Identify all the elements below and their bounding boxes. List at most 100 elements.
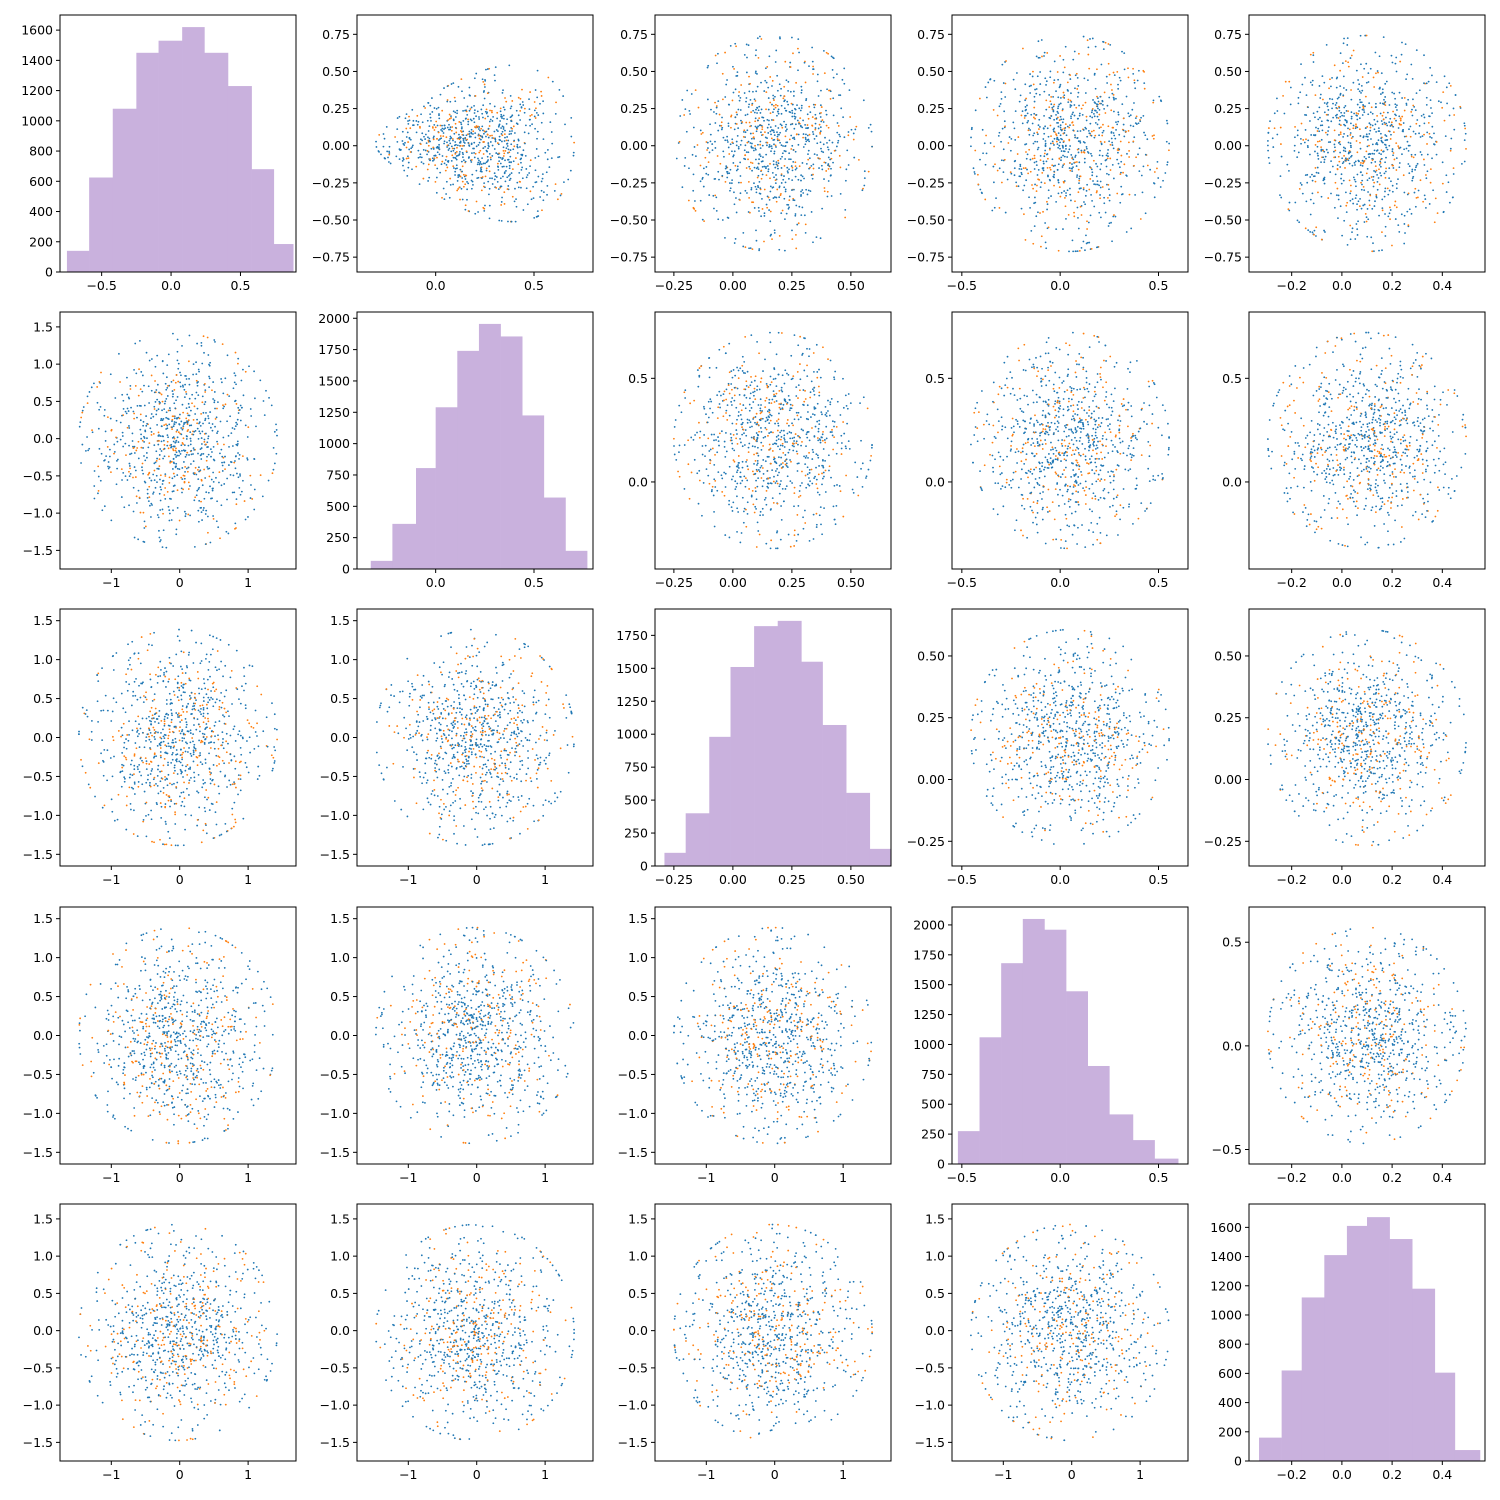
scatter-point	[751, 143, 753, 145]
scatter-point	[1404, 136, 1406, 138]
hist-bar	[544, 498, 566, 569]
scatter-point	[440, 135, 442, 137]
scatter-point	[1395, 57, 1397, 59]
scatter-point	[154, 479, 156, 481]
scatter-point	[684, 444, 686, 446]
scatter-point	[474, 112, 476, 114]
scatter-point	[1053, 106, 1055, 108]
scatter-point	[461, 171, 463, 173]
scatter-point	[1050, 169, 1052, 171]
scatter-point	[452, 82, 454, 84]
x-tick-label: 0.25	[778, 278, 806, 293]
scatter-point	[1327, 130, 1329, 132]
scatter-point	[483, 186, 485, 188]
scatter-point	[1361, 180, 1363, 182]
scatter-point	[179, 381, 181, 383]
scatter-point	[501, 141, 503, 143]
scatter-point	[264, 414, 266, 416]
scatter-point	[491, 177, 493, 179]
scatter-point	[753, 137, 755, 139]
scatter-point	[142, 447, 144, 449]
scatter-point	[1074, 87, 1076, 89]
scatter-point	[504, 109, 506, 111]
scatter-point	[1352, 227, 1354, 229]
scatter-point	[985, 135, 987, 137]
scatter-point	[1400, 120, 1402, 122]
scatter-point	[245, 371, 247, 373]
scatter-point	[1313, 175, 1315, 177]
scatter-point	[769, 220, 771, 222]
scatter-point	[833, 57, 835, 59]
scatter-point	[1336, 102, 1338, 104]
scatter-point	[740, 120, 742, 122]
scatter-point	[402, 131, 404, 133]
scatter-point	[1113, 94, 1115, 96]
scatter-point	[1285, 81, 1287, 83]
scatter-point	[1130, 125, 1132, 127]
scatter-point	[1409, 165, 1411, 167]
scatter-point	[817, 74, 819, 76]
scatter-point	[419, 153, 421, 155]
scatter-point	[408, 157, 410, 159]
scatter-point	[1391, 92, 1393, 94]
scatter-point	[221, 462, 223, 464]
scatter-point	[1167, 161, 1169, 163]
scatter-point	[1365, 213, 1367, 215]
scatter-point	[386, 151, 388, 153]
scatter-point	[1387, 187, 1389, 189]
scatter-point	[1078, 92, 1080, 94]
scatter-point	[479, 130, 481, 132]
scatter-point	[1065, 123, 1067, 125]
scatter-point	[692, 190, 694, 192]
scatter-point	[1032, 71, 1034, 73]
scatter-point	[428, 102, 430, 104]
scatter-point	[777, 168, 779, 170]
scatter-point	[126, 412, 128, 414]
scatter-point	[732, 156, 734, 158]
scatter-point	[525, 168, 527, 170]
scatter-point	[441, 163, 443, 165]
scatter-point	[805, 223, 807, 225]
scatter-point	[201, 437, 203, 439]
scatter-point	[1015, 110, 1017, 112]
scatter-point	[218, 471, 220, 473]
scatter-point	[1086, 120, 1088, 122]
scatter-point	[798, 222, 800, 224]
scatter-point	[424, 138, 426, 140]
scatter-point	[773, 197, 775, 199]
scatter-point	[1322, 129, 1324, 131]
scatter-point	[740, 182, 742, 184]
scatter-point	[813, 168, 815, 170]
scatter-point	[138, 395, 140, 397]
scatter-point	[119, 381, 121, 383]
scatter-point	[220, 421, 222, 423]
scatter-point	[700, 133, 702, 135]
scatter-point	[478, 160, 480, 162]
scatter-point	[766, 82, 768, 84]
scatter-point	[1384, 188, 1386, 190]
scatter-point	[1362, 114, 1364, 116]
scatter-point	[1337, 164, 1339, 166]
scatter-point	[216, 416, 218, 418]
scatter-point	[780, 212, 782, 214]
scatter-point	[529, 115, 531, 117]
scatter-point	[510, 143, 512, 145]
scatter-point	[160, 474, 162, 476]
scatter-point	[714, 194, 716, 196]
scatter-point	[1306, 182, 1308, 184]
scatter-point	[781, 436, 783, 438]
scatter-point	[1080, 130, 1082, 132]
scatter-point	[740, 175, 742, 177]
scatter-point	[140, 447, 142, 449]
scatter-point	[1058, 182, 1060, 184]
scatter-point	[754, 380, 756, 382]
scatter-point	[775, 163, 777, 165]
scatter-point	[505, 101, 507, 103]
scatter-point	[807, 127, 809, 129]
scatter-point	[438, 144, 440, 146]
scatter-point	[1056, 137, 1058, 139]
scatter-point	[490, 157, 492, 159]
scatter-point	[407, 123, 409, 125]
scatter-point	[480, 128, 482, 130]
scatter-point	[773, 390, 775, 392]
